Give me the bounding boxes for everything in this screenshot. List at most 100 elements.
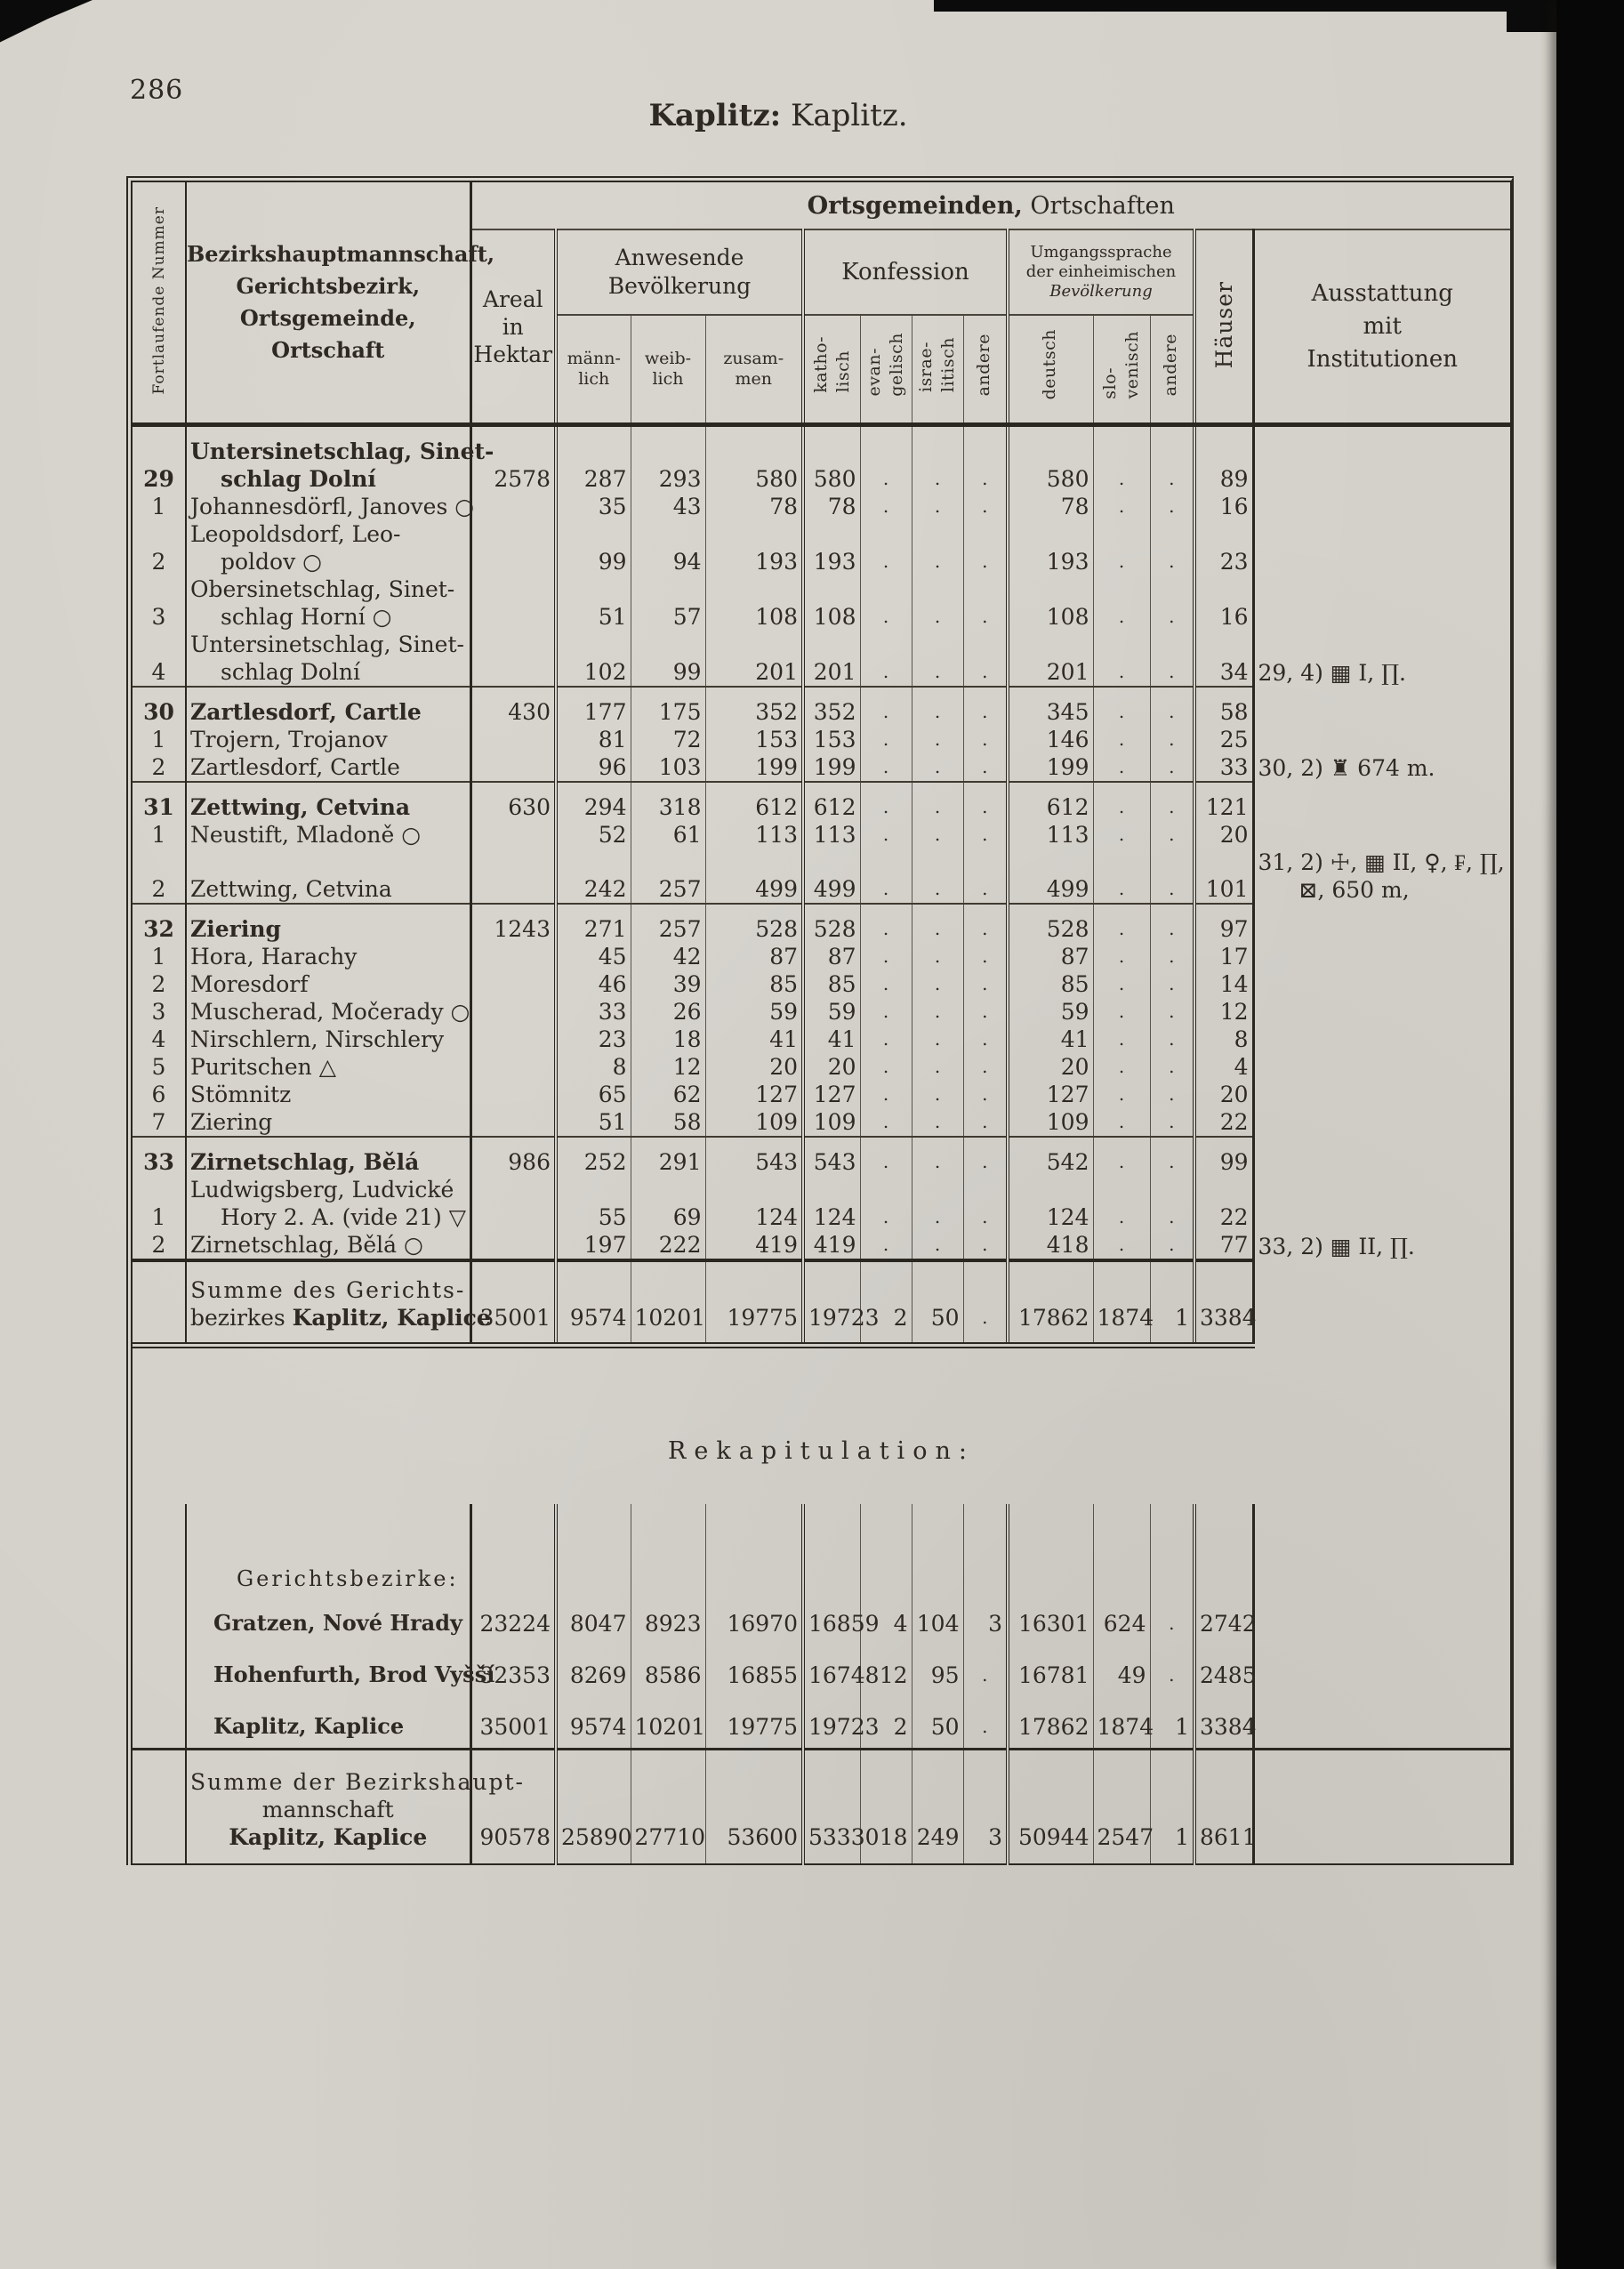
cell-d: 193	[1006, 520, 1093, 575]
cell-h: 22	[1193, 1108, 1253, 1137]
cell-h: 89	[1193, 422, 1253, 493]
cell-name: Johannesdörfl, Janoves ○	[185, 493, 474, 520]
cell-o2: .	[1149, 575, 1194, 631]
cell-i: .	[911, 520, 963, 575]
cell-w: 61	[630, 821, 705, 849]
cell-m: 287	[554, 422, 631, 493]
cell-n	[1251, 1176, 1510, 1231]
cell-w: 57	[630, 575, 705, 631]
cell-o2: 1	[1149, 1696, 1194, 1750]
cell-d: 201	[1006, 631, 1093, 687]
table-row: 31 Zettwing, Cetvina 630 294 318 612 612... 612…	[133, 781, 1510, 821]
cell-i: .	[911, 1026, 963, 1053]
cell-z: 528	[704, 903, 803, 943]
header-line: der einheimischen	[1025, 262, 1177, 281]
column-group-anwesende-bevoelkerung: Anwesende Bevölkerung	[554, 229, 803, 316]
cell-i: .	[911, 493, 963, 520]
cell-name: Zirnetschlag, Bělá	[185, 1136, 470, 1176]
cell-z: 41	[704, 1026, 803, 1053]
table-body: 29 Untersinetschlag, Sinet-schlag Dolní 25…	[133, 422, 1510, 1348]
page-title-bold: Kaplitz:	[648, 98, 782, 133]
cell-o2: .	[1149, 970, 1194, 998]
cell-n	[1251, 1260, 1510, 1346]
cell-i: .	[911, 943, 963, 970]
table-row: 6 Stömnitz 65 62 127 127... 127.. 20	[133, 1081, 1510, 1108]
cell-nr: 1	[151, 944, 166, 970]
cell-z: 193	[704, 520, 803, 575]
cell-name: Puritschen △	[185, 1053, 470, 1081]
cell-n	[1251, 1081, 1510, 1108]
cell-h: 97	[1193, 903, 1253, 943]
header-row-3: männ-lich weib-lich zusam-men katho-lisc…	[133, 315, 1510, 425]
cell-name: Ziering	[185, 1108, 470, 1137]
cell-s: .	[1092, 631, 1150, 687]
cell-h: 25	[1193, 726, 1253, 753]
cell-name: Neustift, Mladoně ○	[185, 821, 470, 849]
cell-d: 542	[1006, 1136, 1093, 1176]
cell-h: 2742	[1193, 1593, 1257, 1645]
cell-d: 499	[1006, 849, 1093, 904]
cell-name: Summe des Gerichts-bezirkes Kaplitz, Kap…	[185, 1259, 491, 1348]
column-group-ortsgemeinden-ortschaften: Ortsgemeinden, Ortschaften	[469, 182, 1510, 230]
cell-i: 104	[911, 1593, 963, 1645]
header-line: Institutionen	[1306, 346, 1459, 373]
cell-n: 31, 2) ☩, ▦ II, ♀, ₣, ∏, ⊠, 650 m,	[1251, 849, 1510, 904]
cell-n	[1251, 1137, 1510, 1176]
cell-k: 53330	[801, 1748, 880, 1865]
cell-s: .	[1092, 1108, 1150, 1137]
cell-d: 17862	[1006, 1696, 1093, 1750]
cell-i: .	[911, 903, 963, 943]
cell-h: 20	[1193, 821, 1253, 849]
statistics-table-frame: Fortlaufende Nummer Bezirkshauptmannscha…	[126, 176, 1514, 1865]
cell-o: .	[962, 1136, 1008, 1176]
cell-o2: .	[1149, 422, 1194, 493]
header-line: Bevölkerung	[1049, 282, 1153, 301]
page-title-regular: Kaplitz.	[781, 98, 908, 133]
column-header-haeuser: Häuser	[1193, 229, 1253, 425]
cell-nr: 31	[133, 781, 186, 821]
span-label-regular: Ortschaften	[1022, 191, 1175, 220]
rekapitulation-table: Gerichtsbezirke: Gratzen, Nové Hrady 23224…	[133, 1504, 1510, 1865]
cell-d: 50944	[1006, 1748, 1093, 1865]
cell-nr: 3	[151, 999, 166, 1025]
cell-nr: 33	[133, 1136, 186, 1176]
cell-s: 624	[1092, 1593, 1150, 1645]
cell-n	[1251, 493, 1510, 520]
header-line: Areal	[482, 286, 543, 312]
cell-k: 528	[801, 903, 860, 943]
cell-o	[962, 1504, 1008, 1593]
cell-s: 2547	[1092, 1748, 1154, 1865]
cell-w: 257	[630, 849, 705, 904]
scan-artifact-top-left	[0, 0, 92, 43]
cell-n	[1251, 520, 1510, 575]
cell-z: 19775	[704, 1259, 803, 1348]
cell-nr	[133, 1645, 186, 1696]
cell-h: 16	[1193, 493, 1253, 520]
column-header-ortschaft: Bezirkshauptmannschaft, Gerichtsbezirk, …	[185, 182, 495, 425]
cell-a: 430	[469, 686, 556, 726]
cell-o: .	[962, 1176, 1008, 1231]
header-line: Bezirkshauptmannschaft,	[187, 241, 495, 267]
cell-e: .	[859, 903, 912, 943]
cell-name: Ludwigsberg, Ludvické Hory 2. A. (vide 21…	[185, 1176, 470, 1231]
cell-nr: 2	[151, 876, 166, 902]
cell-k: 612	[801, 781, 860, 821]
cell-a	[469, 1053, 556, 1081]
cell-z: 127	[704, 1081, 803, 1108]
header-line: Ortsgemeinde,	[239, 305, 416, 331]
cell-w: 43	[630, 493, 705, 520]
cell-h: 3384	[1193, 1696, 1257, 1750]
cell-k: 499	[801, 849, 860, 904]
column-header-andere-sprache: andere	[1149, 315, 1194, 425]
cell-e: .	[859, 686, 912, 726]
table-row: Summe der Bezirkshaupt-mannschaft Kaplitz…	[133, 1748, 1510, 1865]
table-row: 4 Nirschlern, Nirschlery 23 18 41 41... 41.. 8	[133, 1026, 1510, 1053]
cell-k: 41	[801, 1026, 860, 1053]
cell-name: Zartlesdorf, Cartle	[185, 753, 470, 782]
cell-o: .	[962, 781, 1008, 821]
cell-a: 986	[469, 1136, 556, 1176]
column-header-deutsch: deutsch	[1006, 315, 1093, 425]
header-line: in	[502, 313, 524, 340]
cell-s: .	[1092, 575, 1150, 631]
cell-h: 16	[1193, 575, 1253, 631]
